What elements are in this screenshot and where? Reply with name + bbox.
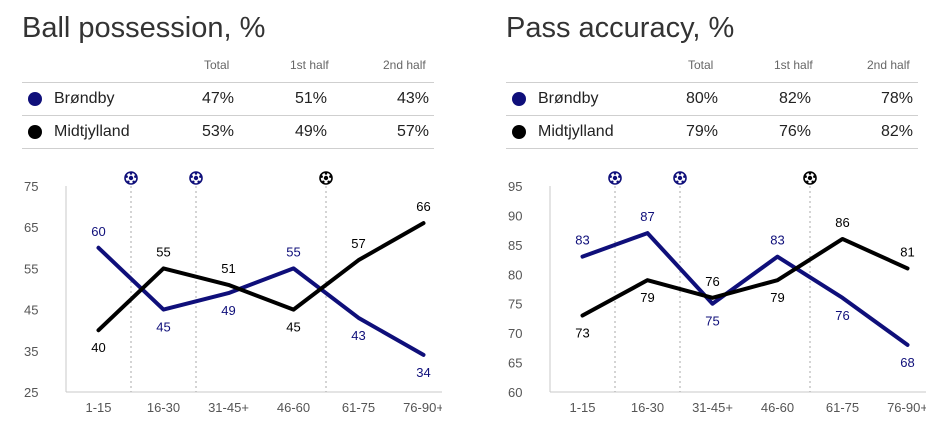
second-half-value: 78% xyxy=(880,90,913,107)
x-tick-label: 61-75 xyxy=(826,400,859,415)
possession-line-chart: 75 65 55 45 35 25 1-15 16-30 31-45+ 46-60 61-75 76-… xyxy=(24,171,442,415)
second-half-value: 82% xyxy=(880,123,913,140)
pass-accuracy-line-chart: 95 90 85 80 75 70 65 60 1-15 16-30 31-45+ 46-60 61-7… xyxy=(508,171,926,415)
midtjylland-series-line xyxy=(580,236,910,318)
header-total: Total xyxy=(204,58,230,72)
total-value: 47% xyxy=(201,90,234,107)
y-tick-label: 25 xyxy=(24,385,38,400)
y-tick-label: 55 xyxy=(24,261,38,276)
brondby-data-label: 83 xyxy=(575,233,589,248)
midtjylland-data-label: 51 xyxy=(221,261,235,276)
brondby-series-line xyxy=(580,231,910,347)
football-icon xyxy=(803,171,817,185)
x-tick-label: 46-60 xyxy=(277,400,310,415)
y-tick-label: 75 xyxy=(24,179,38,194)
midtjylland-data-label: 76 xyxy=(705,274,719,289)
x-tick-label: 76-90+ xyxy=(887,400,926,415)
first-half-value: 51% xyxy=(294,90,327,107)
possession-panel: Ball possession, % Total 1st half 2nd ha… xyxy=(22,0,462,446)
y-tick-label: 70 xyxy=(508,326,522,341)
x-tick-label: 16-30 xyxy=(147,400,180,415)
y-tick-label: 65 xyxy=(24,220,38,235)
brondby-data-label: 55 xyxy=(286,244,300,259)
midtjylland-data-label: 55 xyxy=(156,244,170,259)
table-row: Midtjylland 53% 49% 57% xyxy=(22,116,434,149)
midtjylland-data-label: 45 xyxy=(286,320,300,335)
y-tick-label: 35 xyxy=(24,344,38,359)
midtjylland-data-label: 40 xyxy=(91,340,105,355)
brondby-dot-icon xyxy=(28,92,42,106)
y-tick-label: 80 xyxy=(508,267,522,282)
x-tick-label: 76-90+ xyxy=(403,400,442,415)
header-1st-half: 1st half xyxy=(290,58,329,72)
y-tick-label: 95 xyxy=(508,179,522,194)
header-total: Total xyxy=(688,58,714,72)
midtjylland-data-label: 73 xyxy=(575,325,589,340)
brondby-data-label: 68 xyxy=(900,355,914,370)
brondby-data-label: 76 xyxy=(835,308,849,323)
team-name: Midtjylland xyxy=(54,123,130,140)
pass-accuracy-panel: Pass accuracy, % Total 1st half 2nd half… xyxy=(506,0,946,446)
midtjylland-data-label: 57 xyxy=(351,236,365,251)
y-tick-label: 75 xyxy=(508,297,522,312)
second-half-value: 43% xyxy=(396,90,429,107)
football-icon xyxy=(124,171,138,185)
team-name: Midtjylland xyxy=(538,123,614,140)
table-row: Brøndby 80% 82% 78% xyxy=(506,82,918,116)
y-tick-label: 90 xyxy=(508,208,522,223)
first-half-value: 76% xyxy=(778,123,811,140)
brondby-data-label: 60 xyxy=(91,224,105,239)
brondby-data-label: 87 xyxy=(640,209,654,224)
midtjylland-data-label: 81 xyxy=(900,244,914,259)
table-row: Midtjylland 79% 76% 82% xyxy=(506,116,918,149)
football-icon xyxy=(673,171,687,185)
football-icon xyxy=(189,171,203,185)
first-half-value: 82% xyxy=(778,90,811,107)
y-tick-label: 45 xyxy=(24,303,38,318)
second-half-value: 57% xyxy=(396,123,429,140)
x-tick-label: 1-15 xyxy=(569,400,595,415)
brondby-dot-icon xyxy=(512,92,526,106)
x-tick-label: 61-75 xyxy=(342,400,375,415)
midtjylland-data-label: 86 xyxy=(835,215,849,230)
x-tick-label: 31-45+ xyxy=(208,400,249,415)
total-value: 79% xyxy=(685,123,718,140)
x-tick-label: 16-30 xyxy=(631,400,664,415)
team-name: Brøndby xyxy=(538,90,599,107)
football-icon xyxy=(608,171,622,185)
football-icon xyxy=(319,171,333,185)
brondby-data-label: 45 xyxy=(156,320,170,335)
header-2nd-half: 2nd half xyxy=(867,58,910,72)
pass-accuracy-title: Pass accuracy, % xyxy=(506,12,735,44)
team-name: Brøndby xyxy=(54,90,115,107)
total-value: 53% xyxy=(201,123,234,140)
x-tick-label: 31-45+ xyxy=(692,400,733,415)
possession-title: Ball possession, % xyxy=(22,12,266,44)
y-tick-label: 85 xyxy=(508,238,522,253)
y-tick-label: 60 xyxy=(508,385,522,400)
midtjylland-dot-icon xyxy=(28,125,42,139)
brondby-data-label: 43 xyxy=(351,328,365,343)
x-tick-label: 1-15 xyxy=(85,400,111,415)
midtjylland-data-label: 79 xyxy=(770,290,784,305)
brondby-series-line xyxy=(96,245,426,357)
brondby-data-label: 83 xyxy=(770,233,784,248)
first-half-value: 49% xyxy=(294,123,327,140)
midtjylland-data-label: 66 xyxy=(416,199,430,214)
brondby-data-label: 49 xyxy=(221,303,235,318)
midtjylland-series-line xyxy=(96,221,426,333)
header-1st-half: 1st half xyxy=(774,58,813,72)
midtjylland-data-label: 79 xyxy=(640,290,654,305)
x-tick-label: 46-60 xyxy=(761,400,794,415)
midtjylland-dot-icon xyxy=(512,125,526,139)
brondby-data-label: 34 xyxy=(416,365,430,380)
y-tick-label: 65 xyxy=(508,356,522,371)
table-row: Brøndby 47% 51% 43% xyxy=(22,82,434,116)
brondby-data-label: 75 xyxy=(705,314,719,329)
header-2nd-half: 2nd half xyxy=(383,58,426,72)
total-value: 80% xyxy=(685,90,718,107)
